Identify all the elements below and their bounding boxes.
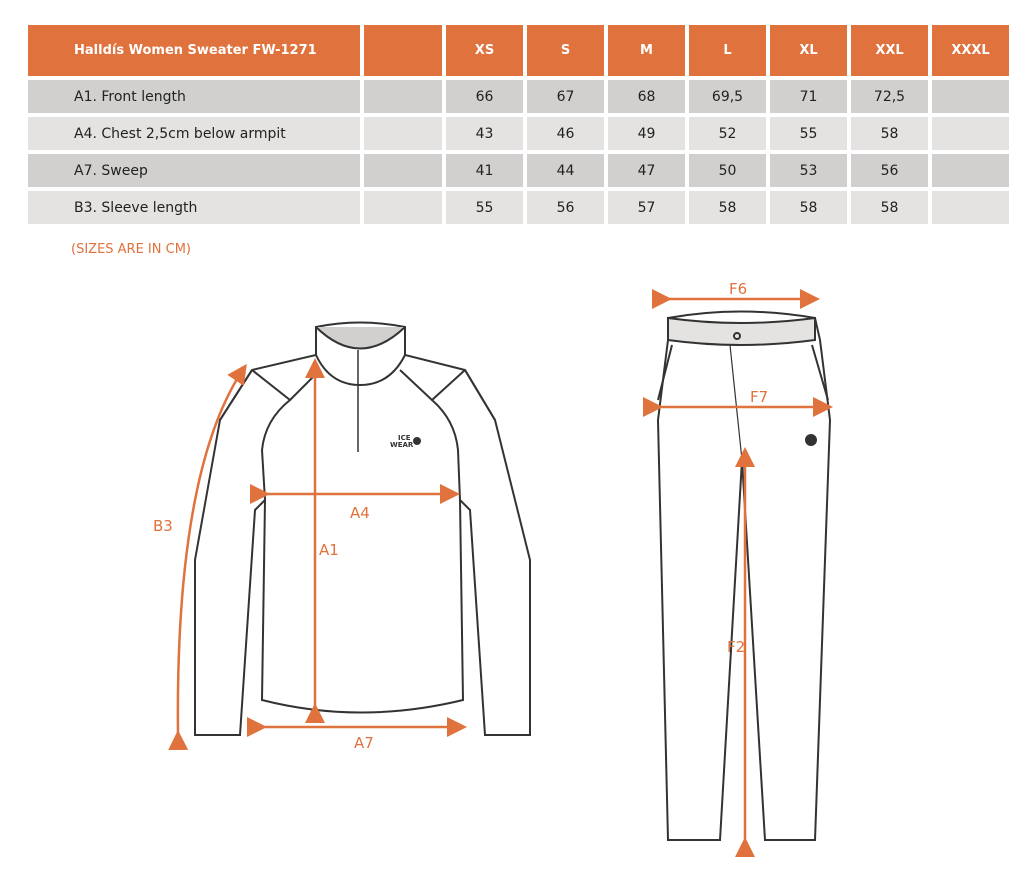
cell: 43 (446, 117, 523, 150)
pants-drawing (656, 310, 832, 841)
cell: 44 (527, 154, 604, 187)
size-header: XXXL (932, 25, 1009, 76)
cell: 57 (608, 191, 685, 224)
cell: 53 (770, 154, 847, 187)
svg-text:ICE: ICE (398, 434, 411, 442)
size-chart-table: Halldís Women Sweater FW-1271 XS S M L X… (24, 21, 1013, 228)
cell: 56 (527, 191, 604, 224)
cell: 52 (689, 117, 766, 150)
row-label: A1. Front length (28, 80, 360, 113)
table-header: Halldís Women Sweater FW-1271 XS S M L X… (28, 25, 1009, 76)
cell: 55 (446, 191, 523, 224)
label-f6: F6 (729, 280, 747, 298)
cell: 66 (446, 80, 523, 113)
units-note: (SIZES ARE IN CM) (71, 242, 191, 257)
cell: 69,5 (689, 80, 766, 113)
row-label: A4. Chest 2,5cm below armpit (28, 117, 360, 150)
cell: 58 (851, 117, 928, 150)
cell: 47 (608, 154, 685, 187)
cell: 49 (608, 117, 685, 150)
cell: 58 (851, 191, 928, 224)
row-label: B3. Sleeve length (28, 191, 360, 224)
cell: 55 (770, 117, 847, 150)
blank-header (364, 25, 442, 76)
table-row: A7. Sweep 41 44 47 50 53 56 (28, 154, 1009, 187)
cell (932, 117, 1009, 150)
cell: 58 (689, 191, 766, 224)
table-row: A1. Front length 66 67 68 69,5 71 72,5 (28, 80, 1009, 113)
size-header: XL (770, 25, 847, 76)
table-row: A4. Chest 2,5cm below armpit 43 46 49 52 55 5… (28, 117, 1009, 150)
cell: 71 (770, 80, 847, 113)
cell (932, 154, 1009, 187)
size-header: L (689, 25, 766, 76)
measurement-arrows (168, 289, 833, 857)
cell: 58 (770, 191, 847, 224)
svg-text:WEAR: WEAR (390, 441, 414, 449)
cell: 68 (608, 80, 685, 113)
blank-cell (364, 191, 442, 224)
table-title: Halldís Women Sweater FW-1271 (28, 25, 360, 76)
label-b3: B3 (153, 517, 173, 535)
cell: 67 (527, 80, 604, 113)
blank-cell (364, 80, 442, 113)
cell: 50 (689, 154, 766, 187)
cell: 56 (851, 154, 928, 187)
label-a1: A1 (319, 541, 339, 559)
row-label: A7. Sweep (28, 154, 360, 187)
size-header: XXL (851, 25, 928, 76)
blank-cell (364, 117, 442, 150)
sweater-drawing (194, 321, 531, 736)
size-header: XS (446, 25, 523, 76)
size-header: M (608, 25, 685, 76)
label-f2: F2 (727, 638, 745, 656)
cell (932, 191, 1009, 224)
cell: 41 (446, 154, 523, 187)
label-a4: A4 (350, 504, 370, 522)
ice-wear-logo: ICE WEAR (390, 434, 421, 449)
cell: 46 (527, 117, 604, 150)
label-f7: F7 (750, 388, 768, 406)
blank-cell (364, 154, 442, 187)
cell: 72,5 (851, 80, 928, 113)
cell (932, 80, 1009, 113)
label-a7: A7 (354, 734, 374, 752)
size-header: S (527, 25, 604, 76)
table-row: B3. Sleeve length 55 56 57 58 58 58 (28, 191, 1009, 224)
